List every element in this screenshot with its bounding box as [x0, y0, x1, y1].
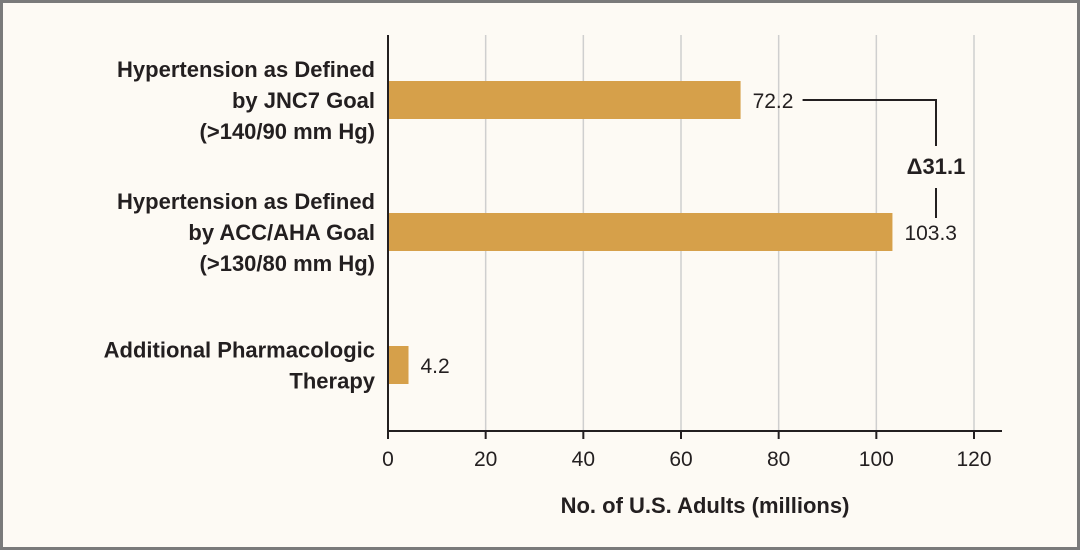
value-label: 72.2: [753, 90, 794, 113]
difference-annotation: Δ31.1: [802, 99, 966, 218]
x-tick-label: 60: [669, 448, 692, 471]
category-label: by ACC/AHA Goal: [188, 220, 375, 245]
x-tick-label: 80: [767, 448, 790, 471]
x-axis: 0 20 40 60 80 100 120: [382, 35, 1002, 471]
annotation-bracket-top: [802, 99, 937, 146]
category-label: (>130/80 mm Hg): [200, 251, 375, 276]
x-tick-label: 120: [956, 448, 991, 471]
x-tick-label: 40: [572, 448, 595, 471]
category-labels: Hypertension as Defined by JNC7 Goal (>140…: [104, 57, 376, 394]
x-tick-label: 20: [474, 448, 497, 471]
value-label: 103.3: [904, 222, 957, 245]
bar: [389, 81, 741, 119]
x-tick-label: 0: [382, 448, 394, 471]
x-tick-label: 100: [859, 448, 894, 471]
category-label: by JNC7 Goal: [232, 88, 375, 113]
category-label: Hypertension as Defined: [117, 189, 375, 214]
bar: [389, 346, 409, 384]
value-labels: 72.2 103.3 4.2: [421, 90, 958, 378]
x-axis-title: No. of U.S. Adults (millions): [561, 493, 850, 518]
category-label: Additional Pharmacologic: [104, 338, 375, 363]
value-label: 4.2: [421, 355, 450, 378]
category-label: Therapy: [289, 369, 375, 394]
difference-label: Δ31.1: [907, 154, 966, 179]
category-label: Hypertension as Defined: [117, 57, 375, 82]
category-label: (>140/90 mm Hg): [200, 119, 375, 144]
bar: [389, 213, 893, 251]
bar-chart: 0 20 40 60 80 100 120 Hypertension as Defined b…: [104, 35, 1002, 518]
bars: [389, 81, 893, 384]
